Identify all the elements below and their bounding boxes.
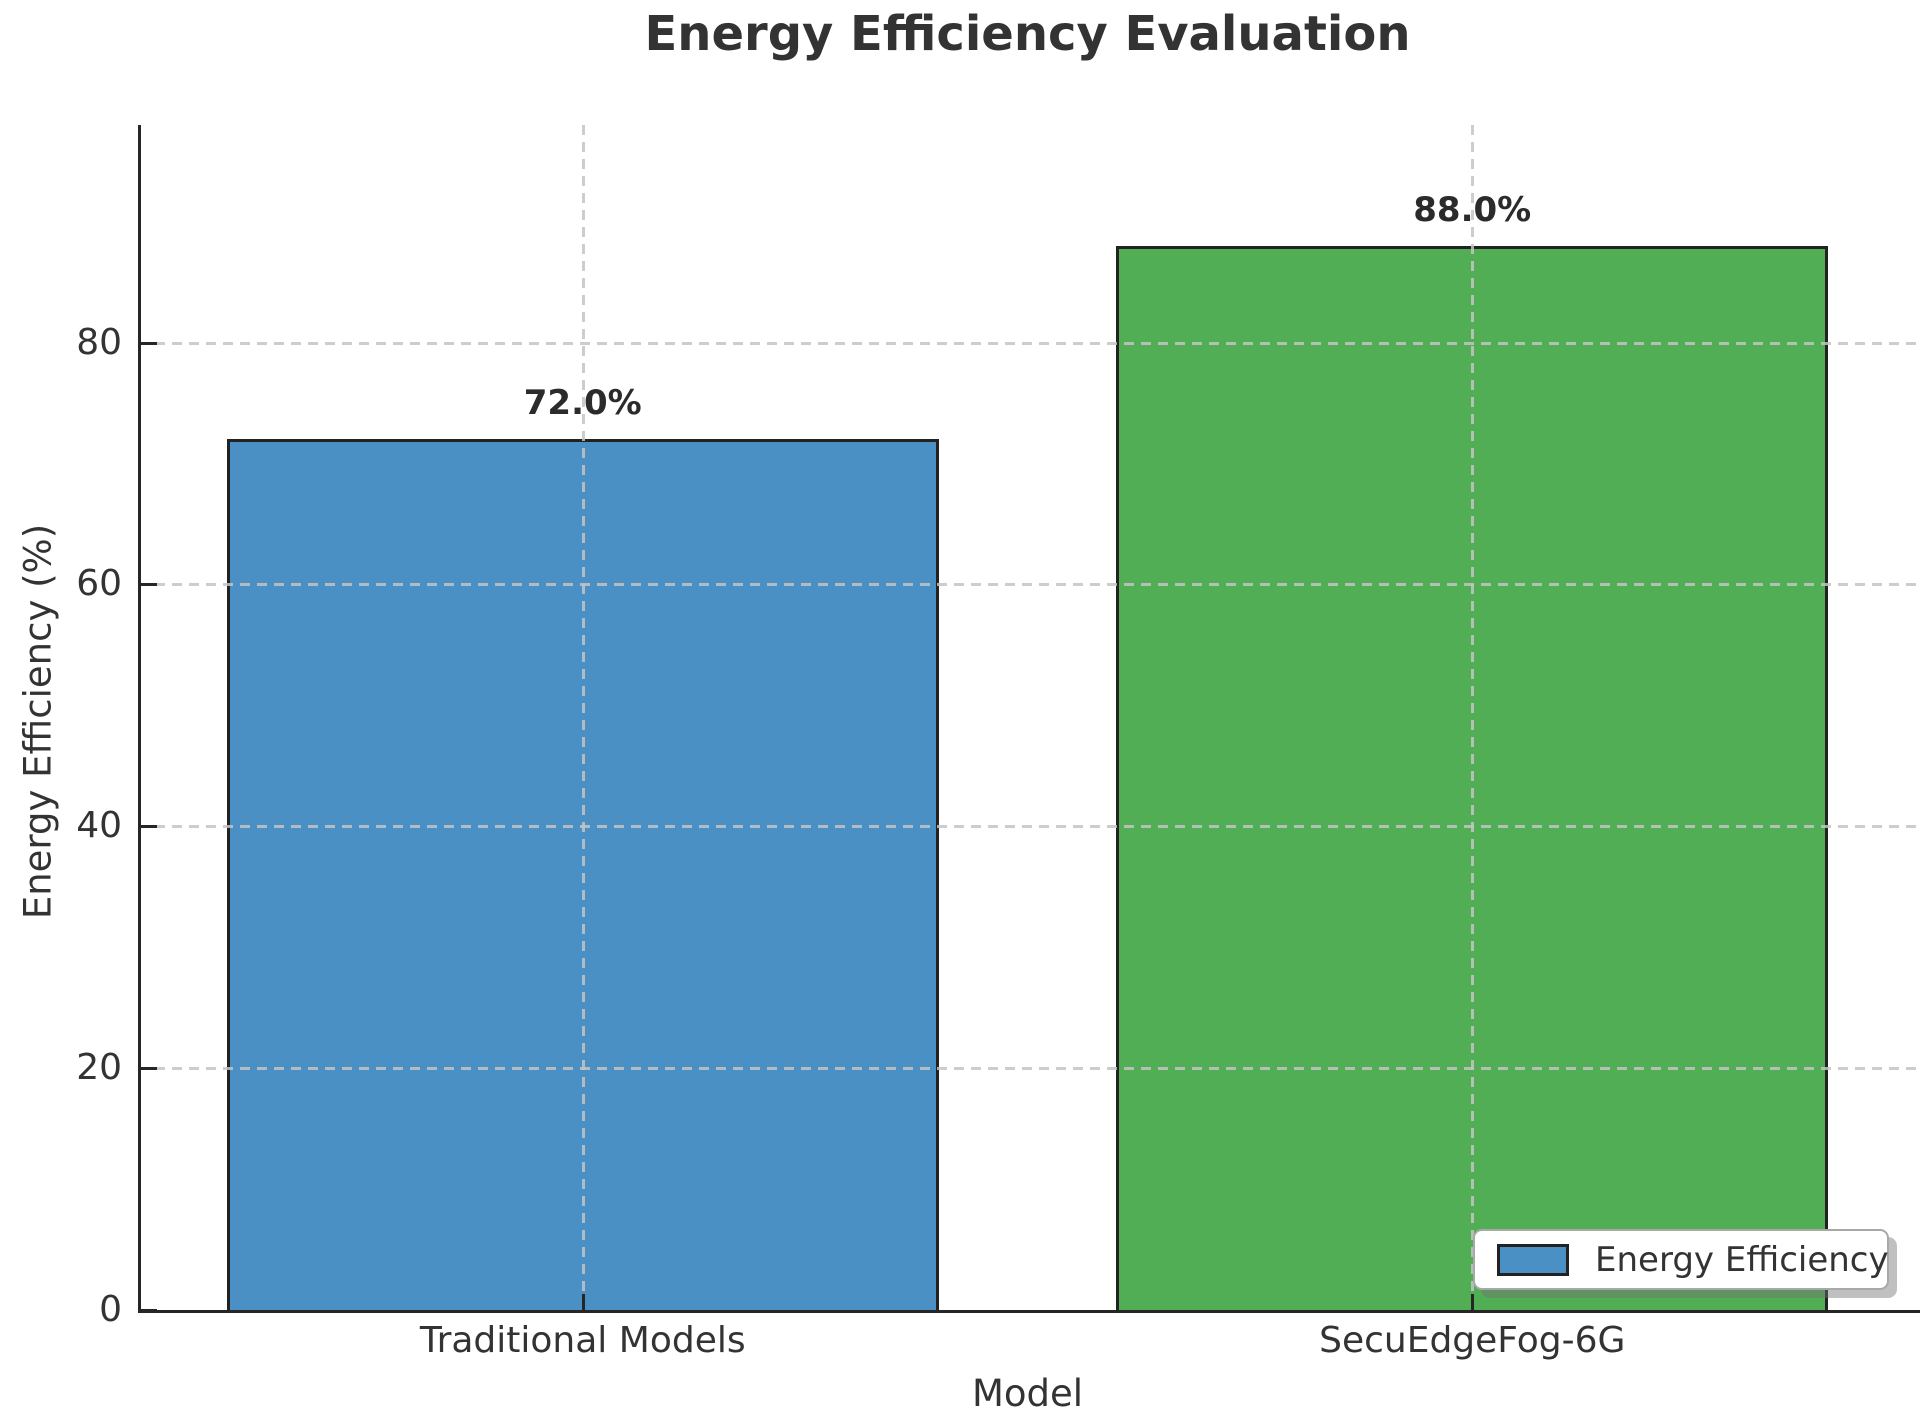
y-gridline bbox=[138, 1067, 1917, 1071]
y-tick-label: 80 bbox=[76, 321, 122, 363]
legend-label: Energy Efficiency bbox=[1595, 1239, 1889, 1280]
legend-swatch-icon bbox=[1497, 1243, 1569, 1276]
x-axis-label: Model bbox=[971, 1372, 1084, 1415]
y-axis-label: Energy Efficiency (%) bbox=[16, 523, 60, 920]
y-tick-mark bbox=[141, 1309, 157, 1312]
chart-title: Energy Efficiency Evaluation bbox=[644, 6, 1411, 62]
y-tick-label: 40 bbox=[76, 805, 122, 847]
x-tick-mark bbox=[1471, 1294, 1475, 1310]
y-axis-spine bbox=[138, 125, 141, 1313]
bar-value-label: 88.0% bbox=[1413, 189, 1532, 230]
x-gridline bbox=[1471, 125, 1475, 1310]
x-axis-spine bbox=[138, 1310, 1920, 1313]
x-tick-label: Traditional Models bbox=[419, 1320, 746, 1361]
y-tick-mark bbox=[141, 825, 157, 829]
bar-value-label: 72.0% bbox=[523, 383, 642, 424]
x-tick-label: SecuEdgeFog-6G bbox=[1319, 1320, 1626, 1361]
x-gridline bbox=[581, 125, 585, 1310]
y-gridline bbox=[138, 341, 1917, 345]
y-gridline bbox=[138, 825, 1917, 829]
y-tick-mark bbox=[141, 341, 157, 345]
y-tick-label: 60 bbox=[76, 563, 122, 605]
y-tick-mark bbox=[141, 583, 157, 587]
y-gridline bbox=[138, 583, 1917, 587]
y-tick-label: 20 bbox=[76, 1047, 122, 1089]
y-tick-mark bbox=[141, 1067, 157, 1071]
x-tick-mark bbox=[581, 1294, 585, 1310]
legend: Energy Efficiency bbox=[1473, 1229, 1889, 1290]
y-tick-label: 0 bbox=[99, 1289, 122, 1330]
